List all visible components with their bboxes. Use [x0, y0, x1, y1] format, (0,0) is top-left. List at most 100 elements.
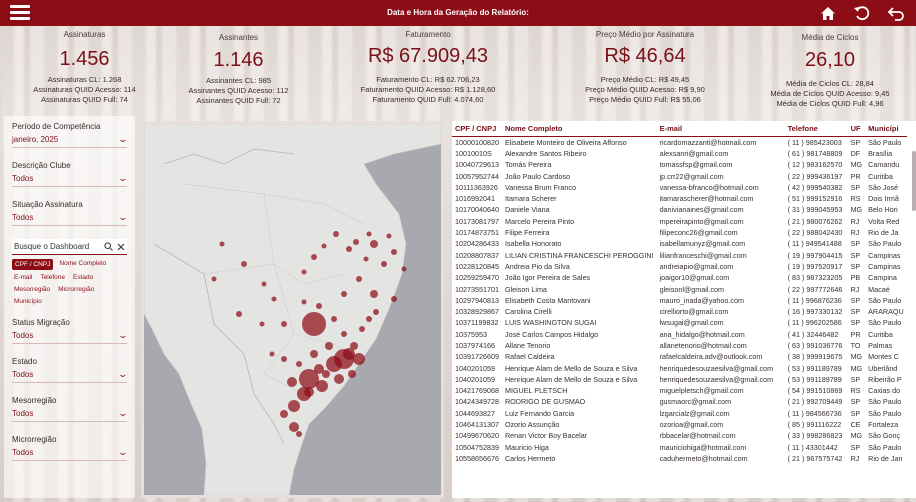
- table-row[interactable]: 10558656676 Carlos Hermeto caduhermeto@hot…: [452, 453, 907, 464]
- subscriber-location-dot[interactable]: [302, 312, 326, 336]
- filter-status-migracao-select[interactable]: Todos ⌄: [12, 330, 129, 344]
- subscriber-location-dot[interactable]: [366, 231, 372, 237]
- subscriber-location-dot[interactable]: [316, 303, 322, 309]
- subscriber-location-dot[interactable]: [370, 290, 378, 298]
- table-row[interactable]: 10040729613 Tomás Pereira tomassfsp@gmail.…: [452, 159, 907, 170]
- subscriber-location-dot[interactable]: [281, 321, 287, 327]
- table-row[interactable]: 10371199832 LUIS WASHINGTON SUGAI lwsugai@…: [452, 317, 907, 328]
- filter-mesorregiao-select[interactable]: Todos ⌄: [12, 408, 129, 422]
- subscriber-location-dot[interactable]: [211, 276, 217, 282]
- filter-periodo-select[interactable]: janeiro, 2025 ⌄: [12, 134, 129, 148]
- home-icon[interactable]: [818, 3, 838, 23]
- table-row[interactable]: 10297940813 Elisabeth Costa Mantovani maur…: [452, 295, 907, 306]
- subscriber-location-dot[interactable]: [316, 380, 328, 392]
- search-chip[interactable]: CPF / CNPJ: [12, 259, 54, 270]
- subscriber-location-dot[interactable]: [386, 233, 392, 239]
- subscriber-location-dot[interactable]: [314, 364, 324, 374]
- table-row[interactable]: 10273551701 Gleison Lima gleisonl@gmail.co…: [452, 283, 907, 294]
- subscriber-location-dot[interactable]: [401, 266, 407, 272]
- subscriber-location-dot[interactable]: [348, 370, 356, 378]
- filter-microrregiao-select[interactable]: Todos ⌄: [12, 447, 129, 461]
- table-row[interactable]: 10170040640 Daniele Viana danivianaines@gm…: [452, 204, 907, 215]
- subscriber-location-dot[interactable]: [341, 291, 347, 297]
- subscriber-location-dot[interactable]: [269, 351, 275, 357]
- subscriber-location-dot[interactable]: [288, 400, 300, 412]
- column-header[interactable]: Municípi: [865, 121, 907, 137]
- subscriber-location-dot[interactable]: [287, 377, 297, 387]
- return-icon[interactable]: [886, 3, 906, 23]
- subscriber-location-dot[interactable]: [341, 331, 347, 337]
- column-header[interactable]: E-mail: [656, 121, 785, 137]
- subscriber-location-dot[interactable]: [353, 239, 359, 245]
- table-row[interactable]: 10375953 José Carlos Campos Hidalgo ana_hi…: [452, 329, 907, 340]
- search-chip[interactable]: Microrregião: [58, 286, 95, 293]
- subscriber-location-dot[interactable]: [310, 350, 318, 358]
- subscriber-location-dot[interactable]: [366, 316, 372, 322]
- table-row[interactable]: 10424349728 RODRIGO DE GUSMAO gusmaorc@gma…: [452, 396, 907, 407]
- subscriber-location-dot[interactable]: [334, 374, 344, 384]
- subscriber-location-dot[interactable]: [236, 311, 242, 317]
- subscriber-location-dot[interactable]: [322, 370, 330, 378]
- table-row[interactable]: 10504752839 Mauricio Higa mauriciohiga@hot…: [452, 442, 907, 453]
- table-row[interactable]: 10228120845 Andreia Pio da Silva andreiapi…: [452, 261, 907, 272]
- column-header[interactable]: UF: [847, 121, 866, 137]
- table-row[interactable]: 10173081797 Marcelo Pereira Pinto mpereira…: [452, 216, 907, 227]
- subscriber-location-dot[interactable]: [301, 299, 307, 305]
- subscriber-location-dot[interactable]: [271, 296, 277, 302]
- table-row[interactable]: 1044693827 Luiz Fernando Garcia lzgarcialz…: [452, 408, 907, 419]
- table-row[interactable]: 10204286433 Isabella Honorato isabellamuny…: [452, 238, 907, 249]
- table-row[interactable]: 10421769068 MIGUEL PLETSCH miguelpletsch@g…: [452, 385, 907, 396]
- table-row[interactable]: 10174873751 Filipe Ferreira filipeconc26@g…: [452, 227, 907, 238]
- subscriber-location-dot[interactable]: [296, 431, 302, 437]
- search-chip[interactable]: Telefone: [40, 274, 65, 281]
- search-input[interactable]: Busque o Dashboard: [14, 242, 90, 251]
- table-row[interactable]: 10328929867 Carolina Cirelli cirelliorto@g…: [452, 306, 907, 317]
- table-row[interactable]: 10499670620 Renan Victor Boy Bacelar rbbac…: [452, 430, 907, 441]
- subscriber-location-dot[interactable]: [219, 241, 225, 247]
- subscriber-location-dot[interactable]: [381, 261, 387, 267]
- subscriber-location-dot[interactable]: [350, 342, 358, 350]
- subscriber-location-dot[interactable]: [296, 361, 302, 367]
- search-chip[interactable]: Mesorregião: [14, 286, 51, 293]
- subscribers-map[interactable]: [141, 121, 444, 498]
- subscriber-location-dot[interactable]: [304, 387, 314, 397]
- table-row[interactable]: 10010010S Alexandre Santos Ribeiro alexsan…: [452, 148, 907, 159]
- table-row[interactable]: 10464131307 Ozorio Assunção ozorioa@gmail.…: [452, 419, 907, 430]
- subscriber-location-dot[interactable]: [334, 349, 354, 369]
- subscriber-location-dot[interactable]: [359, 326, 365, 332]
- column-header[interactable]: CPF / CNPJ: [452, 121, 502, 137]
- subscriber-location-dot[interactable]: [391, 296, 397, 302]
- filter-estado-select[interactable]: Todos ⌄: [12, 369, 129, 383]
- search-chip[interactable]: Estado: [73, 274, 94, 281]
- subscriber-location-dot[interactable]: [280, 410, 288, 418]
- search-icon[interactable]: [104, 242, 113, 251]
- table-row[interactable]: 10391726609 Rafael Caldeira rafaelcaldeira…: [452, 351, 907, 362]
- subscriber-location-dot[interactable]: [299, 369, 319, 389]
- subscriber-location-dot[interactable]: [391, 249, 397, 255]
- map-canvas[interactable]: [144, 124, 441, 495]
- subscriber-location-dot[interactable]: [325, 342, 333, 350]
- subscriber-location-dot[interactable]: [331, 316, 337, 322]
- search-chip[interactable]: Nome Completo: [59, 260, 107, 267]
- column-header[interactable]: Telefone: [784, 121, 848, 137]
- close-icon[interactable]: [117, 243, 125, 251]
- subscriber-location-dot[interactable]: [281, 356, 287, 362]
- menu-icon[interactable]: [10, 5, 30, 21]
- subscriber-location-dot[interactable]: [261, 281, 267, 287]
- table-row[interactable]: 1040201059 Henrique Alam de Mello de Souz…: [452, 374, 907, 385]
- subscriber-location-dot[interactable]: [363, 256, 369, 262]
- back-icon[interactable]: [852, 3, 872, 23]
- subscriber-location-dot[interactable]: [370, 240, 378, 248]
- subscriber-location-dot[interactable]: [301, 269, 307, 275]
- subscribers-table[interactable]: CPF / CNPJ Nome Completo E-mail Telefone UF M…: [452, 121, 916, 498]
- table-row[interactable]: 1040201059 Henrique Alam de Mello de Souz…: [452, 362, 907, 373]
- subscriber-location-dot[interactable]: [353, 353, 365, 365]
- table-scrollbar[interactable]: [912, 151, 916, 211]
- subscriber-dots[interactable]: [211, 231, 407, 437]
- subscriber-location-dot[interactable]: [289, 422, 299, 432]
- subscriber-location-dot[interactable]: [259, 321, 265, 327]
- subscriber-location-dot[interactable]: [333, 231, 339, 237]
- search-chip[interactable]: E-mail: [14, 274, 33, 281]
- filter-descricao-select[interactable]: Todos ⌄: [12, 173, 129, 187]
- dashboard-search[interactable]: Busque o Dashboard: [12, 239, 127, 255]
